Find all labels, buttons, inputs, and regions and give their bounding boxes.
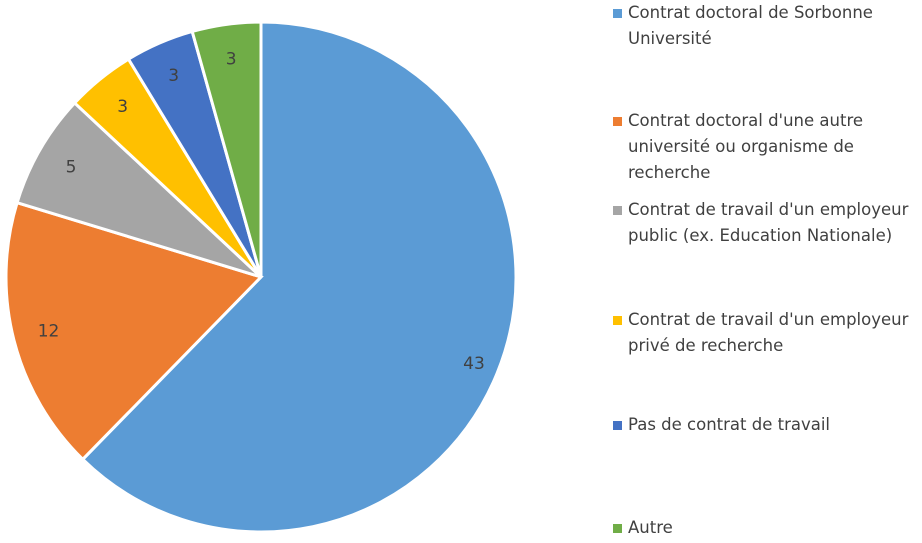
data-label: 12 bbox=[38, 321, 60, 341]
legend-swatch bbox=[613, 117, 622, 126]
legend-swatch bbox=[613, 9, 622, 18]
data-label: 3 bbox=[168, 66, 179, 86]
legend-label: Contrat doctoral d'une autre université … bbox=[628, 111, 864, 182]
data-label: 3 bbox=[226, 50, 237, 70]
legend-item: Contrat doctoral d'une autre université … bbox=[613, 108, 918, 186]
data-label: 43 bbox=[463, 354, 485, 374]
legend-item: Autre bbox=[613, 515, 918, 541]
legend-label: Contrat doctoral de Sorbonne Université bbox=[628, 3, 873, 48]
legend-item: Contrat doctoral de Sorbonne Université bbox=[613, 0, 918, 52]
legend-swatch bbox=[613, 316, 622, 325]
chart: 43 12 5 3 3 3 bbox=[4, 20, 518, 534]
pie-slice bbox=[190, 20, 263, 278]
legend-label: Autre bbox=[628, 518, 673, 537]
legend-swatch bbox=[613, 421, 622, 430]
legend-item: Contrat de travail d'un employeur public… bbox=[613, 197, 918, 249]
legend-item: Contrat de travail d'un employeur privé … bbox=[613, 307, 918, 359]
legend-label: Contrat de travail d'un employeur privé … bbox=[628, 310, 909, 355]
pie-slice bbox=[15, 100, 263, 279]
legend-item: Pas de contrat de travail bbox=[613, 412, 918, 438]
legend-label: Contrat de travail d'un employeur public… bbox=[628, 200, 909, 245]
legend-label: Pas de contrat de travail bbox=[628, 415, 831, 434]
legend-swatch bbox=[613, 524, 622, 533]
data-label: 5 bbox=[66, 157, 77, 177]
pie-slice bbox=[80, 20, 518, 534]
data-label: 3 bbox=[117, 97, 128, 117]
pie-slice bbox=[4, 200, 264, 462]
legend-swatch bbox=[613, 206, 622, 215]
